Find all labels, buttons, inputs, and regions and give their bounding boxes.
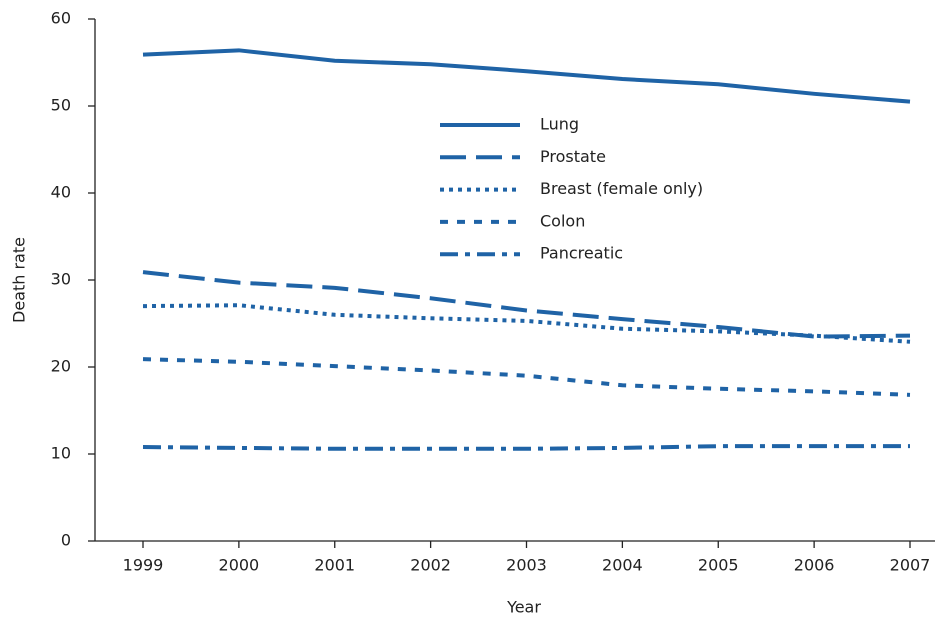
y-tick-label: 30 (51, 270, 71, 289)
y-tick-label: 50 (51, 96, 71, 115)
x-tick-label: 2001 (314, 556, 355, 575)
y-tick-label: 40 (51, 183, 71, 202)
y-axis-label: Death rate (10, 237, 29, 323)
y-tick-label: 20 (51, 357, 71, 376)
x-tick-label: 2005 (698, 556, 739, 575)
x-tick-label: 2002 (410, 556, 451, 575)
legend-label: Pancreatic (540, 244, 623, 263)
x-tick-label: 2003 (506, 556, 547, 575)
legend-label: Lung (540, 115, 579, 134)
y-tick-label: 10 (51, 444, 71, 463)
series-line (142, 48, 911, 104)
x-axis-label: Year (506, 598, 541, 617)
x-tick-label: 2006 (794, 556, 835, 575)
y-tick-label: 60 (51, 9, 71, 28)
series-line (142, 303, 911, 344)
legend-label: Breast (female only) (540, 179, 703, 198)
series-line (142, 357, 911, 397)
series-line (142, 270, 911, 339)
y-tick-label: 0 (61, 531, 71, 550)
legend-label: Prostate (540, 147, 606, 166)
x-tick-label: 2000 (219, 556, 260, 575)
series-line (142, 444, 910, 451)
x-tick-label: 1999 (123, 556, 164, 575)
legend-label: Colon (540, 211, 585, 230)
x-tick-label: 2007 (890, 556, 931, 575)
x-tick-label: 2004 (602, 556, 643, 575)
